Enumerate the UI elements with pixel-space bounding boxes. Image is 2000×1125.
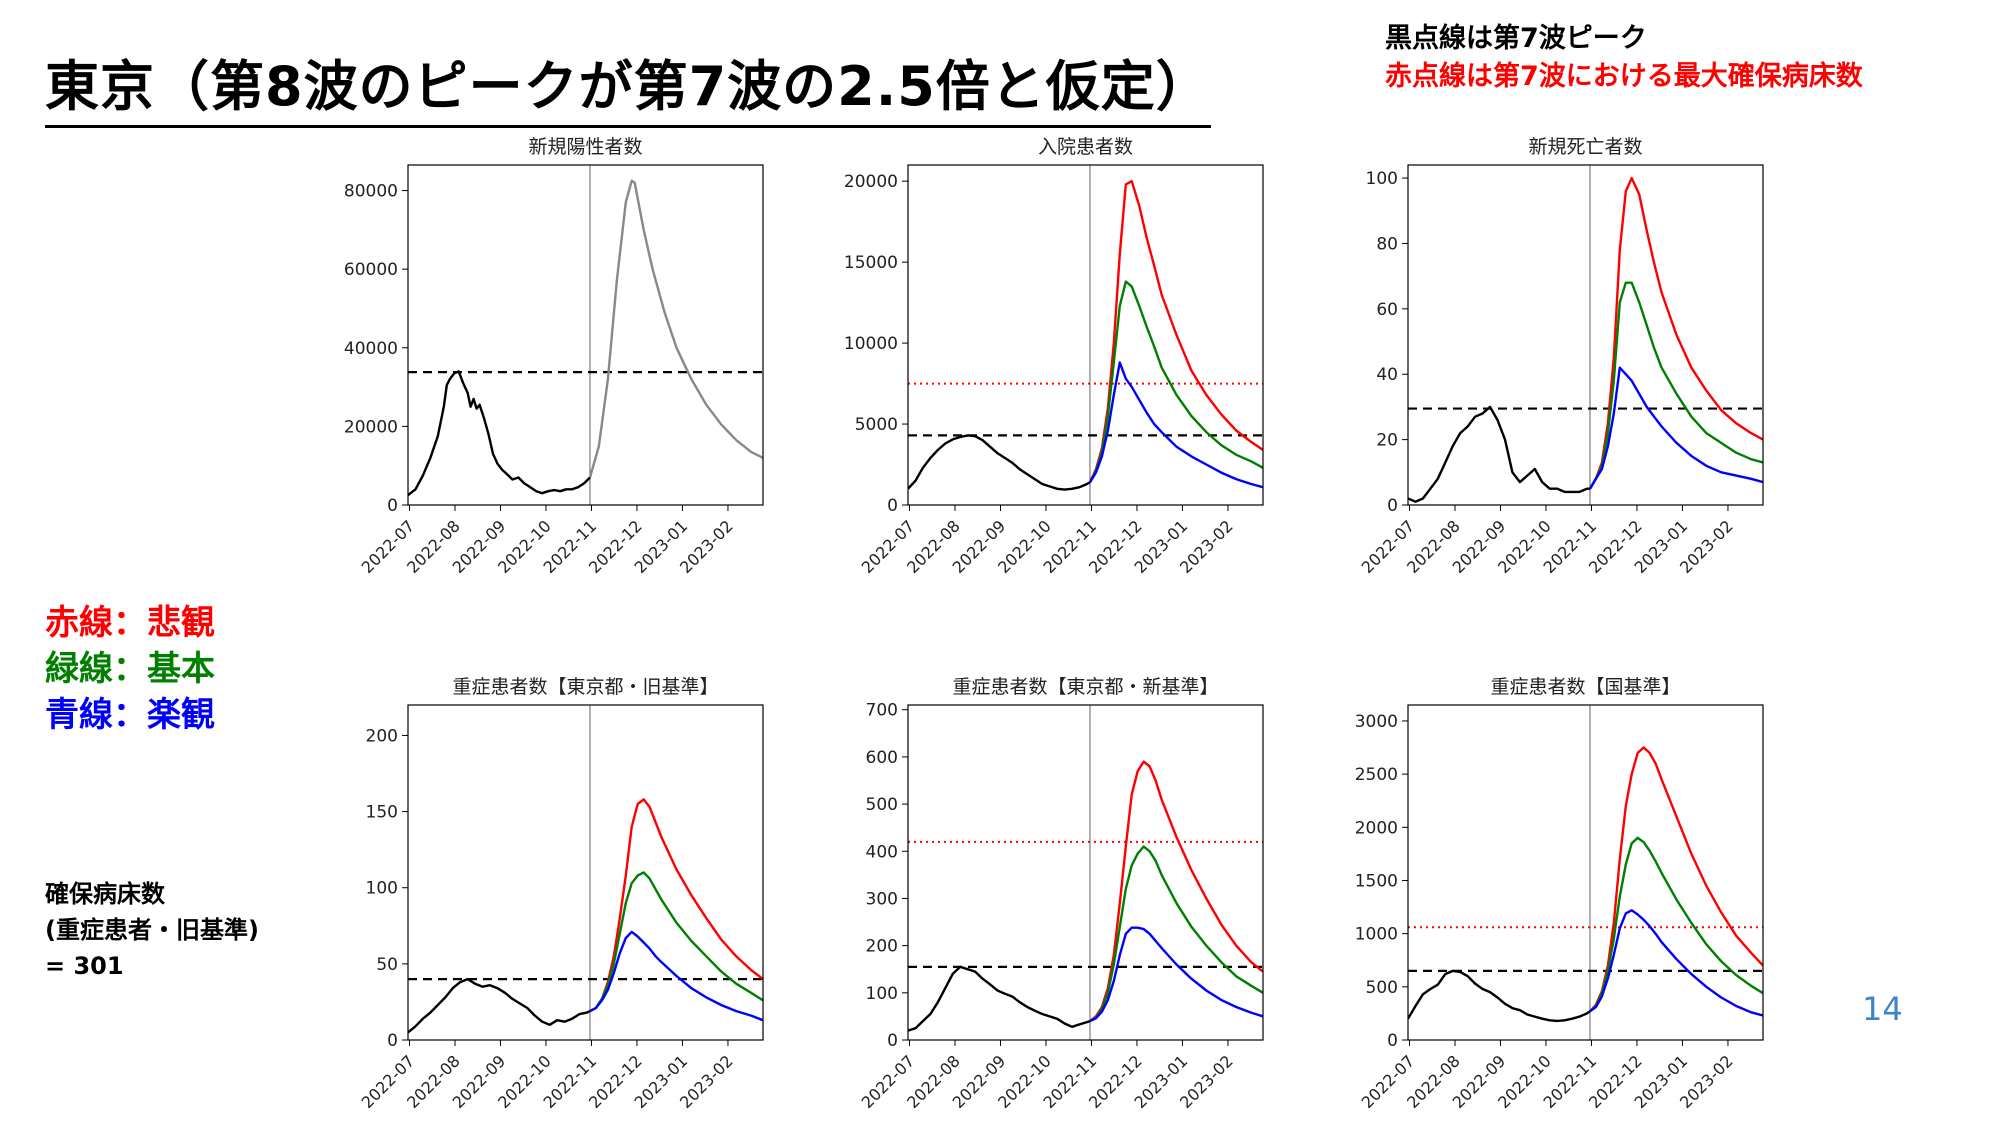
series-line-baseline xyxy=(1589,836,1763,1013)
chart-new-deaths: 新規死亡者数0204060801002022-072022-082022-092… xyxy=(1358,136,1764,577)
series-line-optimistic xyxy=(1088,361,1263,489)
y-tick-label: 20000 xyxy=(844,172,898,192)
y-tick-label: 10000 xyxy=(844,334,898,354)
y-tick-label: 15000 xyxy=(844,253,898,273)
y-tick-label: 500 xyxy=(1366,978,1398,998)
y-tick-label: 3000 xyxy=(1355,712,1398,732)
y-tick-label: 600 xyxy=(866,748,898,768)
chart-title: 重症患者数【国基準】 xyxy=(1490,676,1680,698)
plot-frame xyxy=(407,164,764,506)
y-tick-label: 40 xyxy=(1376,365,1398,385)
y-tick-label: 40000 xyxy=(344,339,398,359)
chart-severe-tokyo-new: 重症患者数【東京都・新基準】01002003004005006007002022… xyxy=(858,676,1264,1112)
y-tick-label: 300 xyxy=(866,889,898,909)
y-tick-label: 100 xyxy=(1366,169,1398,189)
y-tick-label: 5000 xyxy=(855,415,898,435)
chart-title: 重症患者数【東京都・新基準】 xyxy=(952,676,1218,698)
scenario-legend: 赤線：悲観 緑線：基本 青線：楽観 xyxy=(45,600,215,738)
y-tick-label: 0 xyxy=(887,496,898,516)
projection-line xyxy=(588,179,763,478)
y-tick-label: 500 xyxy=(866,795,898,815)
y-tick-label: 150 xyxy=(366,803,398,823)
series-line-pessimistic xyxy=(1589,746,1763,1013)
series-line-pessimistic xyxy=(1089,760,1263,1023)
plot-frame xyxy=(907,164,1264,506)
y-tick-label: 200 xyxy=(366,726,398,746)
series-line-optimistic xyxy=(1589,909,1763,1017)
y-tick-label: 2500 xyxy=(1355,765,1398,785)
plot-frame xyxy=(1407,164,1764,506)
secured-beds-note: 確保病床数 (重症患者・旧基準) = 301 xyxy=(45,876,259,984)
y-tick-label: 2000 xyxy=(1355,818,1398,838)
chart-title: 重症患者数【東京都・旧基準】 xyxy=(452,676,718,698)
y-tick-label: 20000 xyxy=(344,417,398,437)
chart-new-positives: 新規陽性者数0200004000060000800002022-072022-0… xyxy=(344,136,764,577)
secured-beds-value: = 301 xyxy=(45,952,124,980)
series-line-baseline xyxy=(1088,280,1263,483)
series-line-baseline xyxy=(1588,281,1763,490)
chart-title: 新規陽性者数 xyxy=(528,136,642,158)
red-dotted-note: 赤点線は第7波における最大確保病床数 xyxy=(1385,61,1863,92)
slide-title: 東京（第8波のピークが第7波の2.5倍と仮定） xyxy=(45,42,1211,128)
y-tick-label: 80000 xyxy=(344,182,398,202)
plot-frame xyxy=(1407,704,1764,1041)
legend-optimistic: 青線：楽観 xyxy=(45,695,215,735)
y-tick-label: 200 xyxy=(866,937,898,957)
legend-pessimistic: 赤線：悲観 xyxy=(45,603,215,643)
page-number: 14 xyxy=(1862,990,1903,1028)
secured-beds-basis: (重症患者・旧基準) xyxy=(45,916,259,944)
chart-severe-tokyo-old: 重症患者数【東京都・旧基準】0501001502002022-072022-08… xyxy=(358,676,764,1112)
y-tick-label: 60000 xyxy=(344,260,398,280)
series-line-baseline xyxy=(1089,845,1263,1023)
y-tick-label: 0 xyxy=(1387,1031,1398,1051)
chart-severe-national: 重症患者数【国基準】0500100015002000250030002022-0… xyxy=(1355,676,1764,1112)
y-tick-label: 100 xyxy=(866,984,898,1004)
observed-line xyxy=(408,977,591,1034)
y-tick-label: 50 xyxy=(376,955,398,975)
plot-frame xyxy=(407,704,764,1041)
y-tick-label: 1500 xyxy=(1355,871,1398,891)
series-line-pessimistic xyxy=(589,798,763,1013)
y-tick-label: 60 xyxy=(1376,300,1398,320)
y-tick-label: 700 xyxy=(866,701,898,721)
legend-baseline: 緑線：基本 xyxy=(45,649,215,689)
series-line-optimistic xyxy=(1588,366,1763,490)
y-tick-label: 80 xyxy=(1376,234,1398,254)
chart-title: 新規死亡者数 xyxy=(1528,136,1642,158)
plot-frame xyxy=(907,704,1264,1041)
y-tick-label: 20 xyxy=(1376,431,1398,451)
chart-hospitalized: 入院患者数050001000015000200002022-072022-082… xyxy=(844,136,1264,577)
chart-title: 入院患者数 xyxy=(1038,136,1133,158)
y-tick-label: 0 xyxy=(887,1031,898,1051)
observed-line xyxy=(1408,969,1591,1023)
y-tick-label: 0 xyxy=(387,1031,398,1051)
observed-line xyxy=(1408,405,1590,503)
y-tick-label: 400 xyxy=(866,842,898,862)
y-tick-label: 1000 xyxy=(1355,925,1398,945)
series-line-optimistic xyxy=(1089,926,1263,1023)
black-dotted-note: 黒点線は第7波ピーク xyxy=(1385,23,1647,54)
secured-beds-label: 確保病床数 xyxy=(45,880,165,908)
observed-line xyxy=(908,434,1091,491)
y-tick-label: 0 xyxy=(1387,496,1398,516)
observed-line xyxy=(908,965,1091,1032)
y-tick-label: 100 xyxy=(366,879,398,899)
series-line-optimistic xyxy=(589,930,763,1022)
observed-line xyxy=(408,370,591,497)
y-tick-label: 0 xyxy=(387,496,398,516)
series-line-baseline xyxy=(589,871,763,1013)
